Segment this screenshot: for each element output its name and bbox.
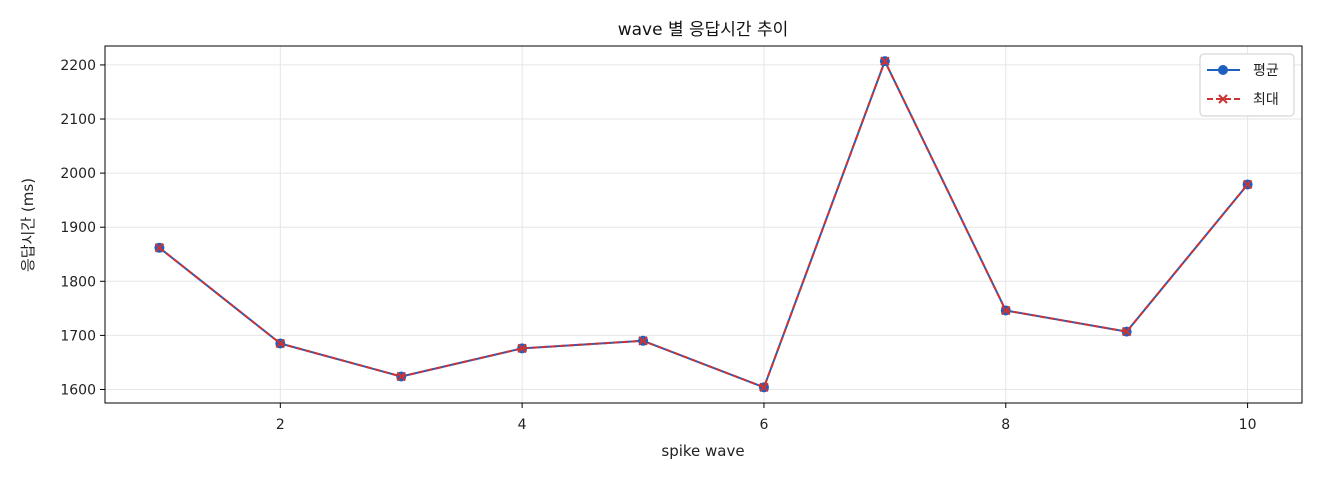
series-max <box>154 56 1253 393</box>
x-axis-title: spike wave <box>661 442 744 460</box>
data-point <box>1242 179 1253 190</box>
y-tick-label: 2000 <box>60 166 96 182</box>
legend-label: 최대 <box>1253 92 1279 108</box>
y-tick-label: 1800 <box>60 274 96 290</box>
x-tick-label: 6 <box>759 417 768 433</box>
series-layer <box>154 56 1253 393</box>
plot-area <box>104 45 1303 404</box>
data-point <box>275 338 286 349</box>
y-tick-label: 2200 <box>60 58 96 74</box>
data-point <box>638 336 648 346</box>
data-point <box>759 382 769 393</box>
grid-lines <box>105 46 1302 403</box>
series-line <box>158 60 1249 389</box>
x-tick-label: 8 <box>1001 417 1010 433</box>
y-tick-label: 1600 <box>60 382 96 398</box>
legend-label: 평균 <box>1253 63 1279 79</box>
x-tick-label: 2 <box>276 417 285 433</box>
data-point <box>880 56 890 66</box>
data-point <box>396 371 406 382</box>
x-tick-label: 4 <box>518 417 527 433</box>
data-point <box>517 343 527 354</box>
chart-title: wave 별 응답시간 추이 <box>618 20 789 40</box>
x-axis: 2 4 6 8 10 <box>276 403 1257 433</box>
series-line <box>158 60 1249 389</box>
x-tick-label: 10 <box>1239 417 1257 433</box>
y-axis-title: 응답시간 (ms) <box>19 178 37 272</box>
data-point <box>1001 305 1011 316</box>
legend-marker <box>1218 94 1228 104</box>
series-avg <box>154 56 1253 393</box>
legend-marker <box>1218 65 1228 75</box>
legend-box <box>1199 53 1295 117</box>
y-tick-label: 1700 <box>60 328 96 344</box>
y-tick-label: 2100 <box>60 112 96 128</box>
data-point <box>1121 326 1132 337</box>
y-axis: 1600 1700 1800 1900 2000 2100 2200 <box>60 58 105 398</box>
data-point <box>154 243 165 253</box>
y-tick-label: 1900 <box>60 220 96 236</box>
